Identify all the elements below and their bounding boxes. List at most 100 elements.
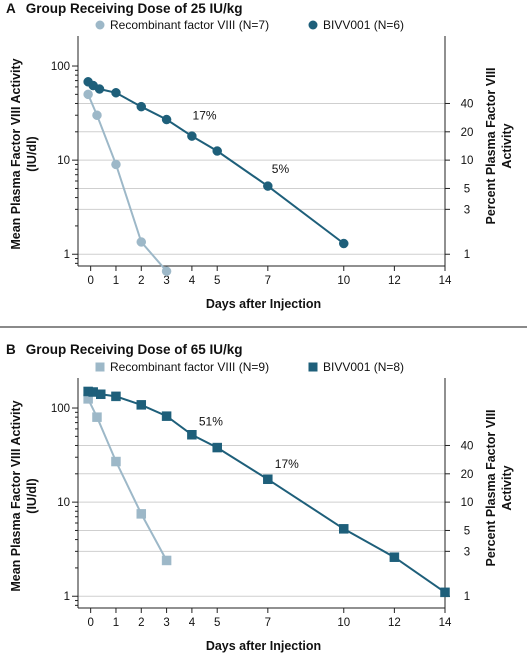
panel-a-title: A Group Receiving Dose of 25 IU/kg <box>6 1 243 16</box>
legend-swatch <box>308 20 318 30</box>
y-left-tick-label: 10 <box>57 497 70 509</box>
legend-swatch <box>308 362 318 372</box>
x-tick-label: 5 <box>214 617 220 629</box>
data-point <box>263 181 273 191</box>
y-left-axis-title: Mean Plasma Factor VIII Activity (IU/dl) <box>9 400 39 591</box>
x-tick-label: 10 <box>337 617 350 629</box>
data-point <box>339 524 349 534</box>
y-right-axis-title-line: Activity <box>500 465 514 510</box>
data-point <box>440 587 450 598</box>
data-point <box>92 412 102 422</box>
data-point <box>111 456 121 467</box>
x-tick-label: 3 <box>163 617 169 629</box>
data-point <box>83 89 93 100</box>
y-right-tick-label: 5 <box>464 525 470 537</box>
annotation-label: 51% <box>199 415 223 429</box>
x-tick-label: 1 <box>113 275 119 287</box>
y-left-axis-title-line: (IU/dl) <box>25 136 39 171</box>
data-point <box>161 411 172 421</box>
data-point <box>136 237 147 247</box>
data-point <box>161 555 172 566</box>
legend-label: Recombinant factor VIII (N=9) <box>110 360 269 374</box>
y-right-tick-label: 40 <box>461 98 474 110</box>
series-line-2 <box>87 80 345 245</box>
legend-label: BIVV001 (N=8) <box>323 360 404 374</box>
annotation-label: 17% <box>193 109 217 123</box>
x-axis-title: Days after Injection <box>206 639 321 653</box>
y-right-tick-label: 3 <box>464 204 470 216</box>
legend-label: Recombinant factor VIII (N=7) <box>110 18 269 32</box>
x-axis-title: Days after Injection <box>206 297 321 311</box>
y-left-axis-title-line: (IU/dl) <box>25 478 39 513</box>
series-line-1 <box>87 398 168 561</box>
series-line-2 <box>88 390 446 594</box>
x-tick-label: 4 <box>189 275 196 287</box>
annotation-label: 5% <box>272 162 290 176</box>
x-tick-label: 2 <box>138 275 144 287</box>
y-right-axis-title: Percent Plasma Factor VIII Activity <box>484 67 514 224</box>
legend-swatch <box>95 362 105 372</box>
data-point <box>161 114 172 125</box>
panel-b-title: B Group Receiving Dose of 65 IU/kg <box>6 342 243 357</box>
x-tick-label: 14 <box>439 617 452 629</box>
x-tick-label: 7 <box>265 617 271 629</box>
data-point <box>161 266 172 276</box>
y-right-tick-label: 40 <box>461 440 474 452</box>
legend-swatch <box>95 20 105 30</box>
y-right-axis-title: Percent Plasma Factor VIII Activity <box>484 409 514 566</box>
x-tick-label: 3 <box>163 275 169 287</box>
x-tick-label: 5 <box>214 275 220 287</box>
data-point <box>92 110 102 120</box>
y-right-axis-title-line: Percent Plasma Factor VIII <box>484 409 498 566</box>
series-line-1 <box>87 94 168 272</box>
panel-b-title-text: Group Receiving Dose of 65 IU/kg <box>25 342 243 357</box>
y-right-tick-label: 10 <box>461 155 474 167</box>
data-point <box>389 552 400 562</box>
data-point <box>94 84 105 94</box>
y-right-tick-label: 10 <box>461 497 474 509</box>
y-right-tick-label: 1 <box>464 591 470 603</box>
y-right-axis-title-line: Percent Plasma Factor VIII <box>484 67 498 224</box>
y-right-tick-label: 20 <box>461 469 474 481</box>
panel-a-title-text: Group Receiving Dose of 25 IU/kg <box>25 1 243 16</box>
data-point <box>187 131 197 141</box>
data-point <box>96 389 106 400</box>
y-left-axis-title: Mean Plasma Factor VIII Activity (IU/dl) <box>9 58 39 249</box>
y-left-tick-label: 100 <box>51 403 70 415</box>
data-point <box>111 391 121 402</box>
panel-divider <box>0 326 527 328</box>
x-tick-label: 14 <box>439 275 452 287</box>
x-tick-label: 2 <box>138 617 144 629</box>
x-tick-label: 10 <box>337 275 350 287</box>
y-left-axis-title-line: Mean Plasma Factor VIII Activity <box>9 58 23 249</box>
panel-a-letter: A <box>6 1 16 16</box>
x-tick-label: 12 <box>388 275 401 287</box>
data-point <box>212 146 222 156</box>
annotation-label: 17% <box>275 457 299 471</box>
x-tick-label: 0 <box>87 617 93 629</box>
data-point <box>136 509 147 519</box>
data-point <box>339 238 349 249</box>
data-point <box>187 430 197 440</box>
data-point <box>212 442 222 453</box>
data-point <box>111 159 121 170</box>
x-tick-label: 1 <box>113 617 119 629</box>
panel-b-letter: B <box>6 342 16 357</box>
y-right-tick-label: 5 <box>464 183 470 195</box>
data-point <box>263 474 273 485</box>
data-point <box>136 400 147 410</box>
y-left-tick-label: 1 <box>64 249 70 261</box>
y-right-tick-label: 3 <box>464 546 470 558</box>
y-left-tick-label: 1 <box>64 591 70 603</box>
x-tick-label: 4 <box>189 617 196 629</box>
y-left-axis-title-line: Mean Plasma Factor VIII Activity <box>9 400 23 591</box>
y-right-tick-label: 1 <box>464 249 470 261</box>
x-tick-label: 12 <box>388 617 401 629</box>
x-tick-label: 0 <box>87 275 93 287</box>
data-point <box>111 88 121 98</box>
data-point <box>136 101 147 112</box>
y-left-tick-label: 100 <box>51 61 70 73</box>
x-tick-label: 7 <box>265 275 271 287</box>
